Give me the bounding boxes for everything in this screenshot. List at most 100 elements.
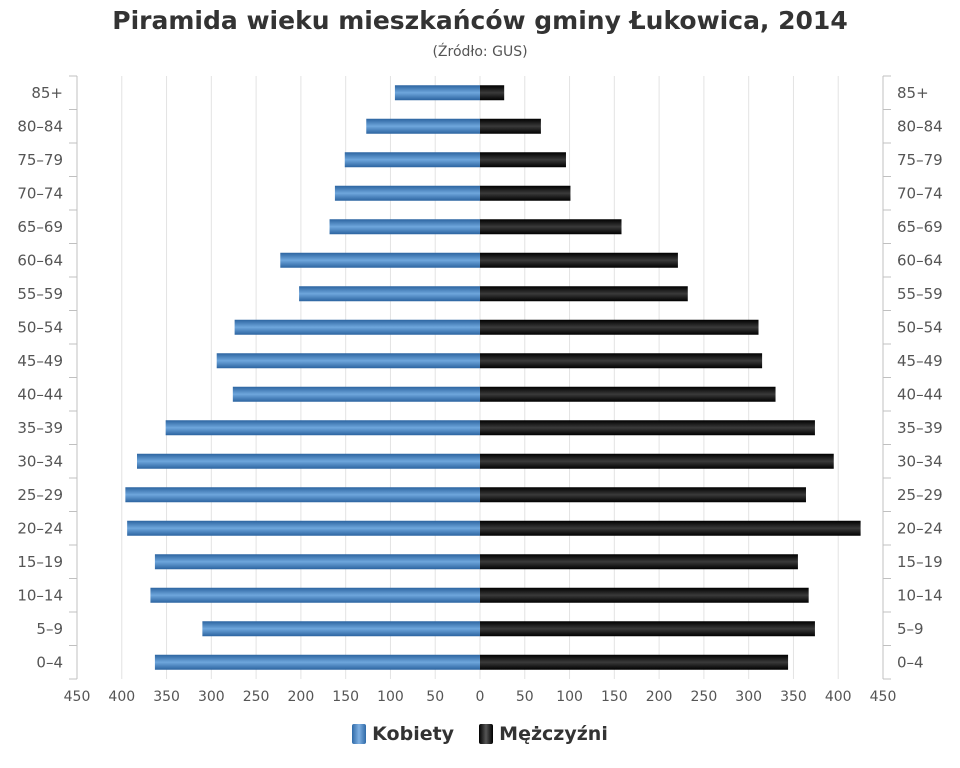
- x-tick-label: 0: [476, 689, 485, 705]
- bar-kobiety: [154, 554, 480, 570]
- category-label-right: 30–34: [897, 452, 943, 470]
- bar-mezczyzni: [480, 152, 566, 168]
- bar-kobiety: [165, 420, 480, 436]
- x-tick-label: 50: [426, 689, 444, 705]
- legend-swatch-mezczyzni: [479, 724, 494, 744]
- category-label-left: 75–79: [17, 151, 63, 169]
- x-tick-label: 350: [153, 689, 180, 705]
- chart-title: Piramida wieku mieszkańców gminy Łukowic…: [112, 6, 848, 35]
- bar-kobiety: [137, 453, 480, 469]
- legend: Kobiety Mężczyźni: [0, 723, 960, 748]
- x-tick-label: 400: [825, 689, 852, 705]
- bar-mezczyzni: [480, 386, 776, 402]
- bar-mezczyzni: [480, 319, 759, 335]
- category-label-left: 30–34: [17, 452, 63, 470]
- category-label-left: 20–24: [17, 519, 63, 537]
- bar-mezczyzni: [480, 420, 815, 436]
- category-label-left: 65–69: [17, 218, 63, 236]
- category-label-right: 85+: [897, 84, 929, 102]
- bar-kobiety: [202, 621, 480, 637]
- chart-subtitle: (Źródło: GUS): [432, 44, 528, 60]
- x-tick-label: 450: [870, 689, 897, 705]
- bar-mezczyzni: [480, 587, 809, 603]
- category-label-left: 35–39: [17, 419, 63, 437]
- category-label-right: 50–54: [897, 318, 943, 336]
- legend-item-mezczyzni[interactable]: Mężczyźni: [479, 723, 608, 745]
- x-tick-label: 350: [780, 689, 807, 705]
- x-tick-label: 400: [108, 689, 135, 705]
- bar-mezczyzni: [480, 554, 798, 570]
- category-label-right: 80–84: [897, 117, 943, 135]
- category-label-left: 80–84: [17, 117, 63, 135]
- x-tick-label: 450: [64, 689, 91, 705]
- x-tick-label: 150: [332, 689, 359, 705]
- bar-kobiety: [334, 185, 480, 201]
- category-label-right: 40–44: [897, 385, 943, 403]
- bar-kobiety: [150, 587, 481, 603]
- bar-mezczyzni: [480, 118, 541, 134]
- category-label-left: 45–49: [17, 352, 63, 370]
- category-label-right: 75–79: [897, 151, 943, 169]
- legend-label-mezczyzni: Mężczyźni: [499, 723, 608, 745]
- category-label-left: 55–59: [17, 285, 63, 303]
- category-label-right: 15–19: [897, 553, 943, 571]
- category-label-right: 55–59: [897, 285, 943, 303]
- legend-swatch-kobiety: [352, 724, 367, 744]
- category-label-left: 10–14: [17, 586, 63, 604]
- category-label-right: 25–29: [897, 486, 943, 504]
- bar-mezczyzni: [480, 520, 861, 536]
- category-label-right: 35–39: [897, 419, 943, 437]
- category-label-left: 5–9: [36, 620, 63, 638]
- category-label-right: 60–64: [897, 251, 943, 269]
- bar-kobiety: [366, 118, 480, 134]
- x-tick-label: 250: [243, 689, 270, 705]
- bar-kobiety: [216, 353, 480, 369]
- category-label-right: 70–74: [897, 184, 943, 202]
- category-label-right: 20–24: [897, 519, 943, 537]
- bar-mezczyzni: [480, 654, 789, 670]
- category-label-left: 40–44: [17, 385, 63, 403]
- bar-mezczyzni: [480, 487, 806, 503]
- bar-kobiety: [394, 85, 480, 101]
- category-label-right: 45–49: [897, 352, 943, 370]
- category-label-left: 15–19: [17, 553, 63, 571]
- x-tick-label: 300: [735, 689, 762, 705]
- category-label-left: 85+: [31, 84, 63, 102]
- bar-mezczyzni: [480, 185, 571, 201]
- legend-item-kobiety[interactable]: Kobiety: [352, 723, 454, 745]
- bar-mezczyzni: [480, 353, 763, 369]
- bar-kobiety: [127, 520, 480, 536]
- x-tick-label: 100: [556, 689, 583, 705]
- category-label-right: 0–4: [897, 653, 924, 671]
- x-tick-label: 150: [601, 689, 628, 705]
- category-label-left: 70–74: [17, 184, 63, 202]
- bar-kobiety: [125, 487, 481, 503]
- category-label-right: 5–9: [897, 620, 924, 638]
- category-label-left: 60–64: [17, 251, 63, 269]
- bar-mezczyzni: [480, 286, 688, 302]
- x-tick-label: 50: [516, 689, 534, 705]
- bar-kobiety: [154, 654, 480, 670]
- bar-kobiety: [344, 152, 480, 168]
- legend-label-kobiety: Kobiety: [372, 723, 455, 745]
- bar-mezczyzni: [480, 219, 622, 235]
- x-tick-label: 250: [691, 689, 718, 705]
- category-label-left: 0–4: [36, 653, 63, 671]
- bar-kobiety: [299, 286, 480, 302]
- x-tick-label: 200: [288, 689, 315, 705]
- bar-kobiety: [234, 319, 480, 335]
- bar-mezczyzni: [480, 85, 505, 101]
- category-label-right: 65–69: [897, 218, 943, 236]
- bar-kobiety: [329, 219, 480, 235]
- x-tick-label: 300: [198, 689, 225, 705]
- bar-kobiety: [280, 252, 480, 268]
- x-tick-label: 100: [377, 689, 404, 705]
- bar-mezczyzni: [480, 621, 815, 637]
- bar-mezczyzni: [480, 453, 834, 469]
- category-label-left: 50–54: [17, 318, 63, 336]
- category-label-right: 10–14: [897, 586, 943, 604]
- bar-kobiety: [232, 386, 480, 402]
- category-label-left: 25–29: [17, 486, 63, 504]
